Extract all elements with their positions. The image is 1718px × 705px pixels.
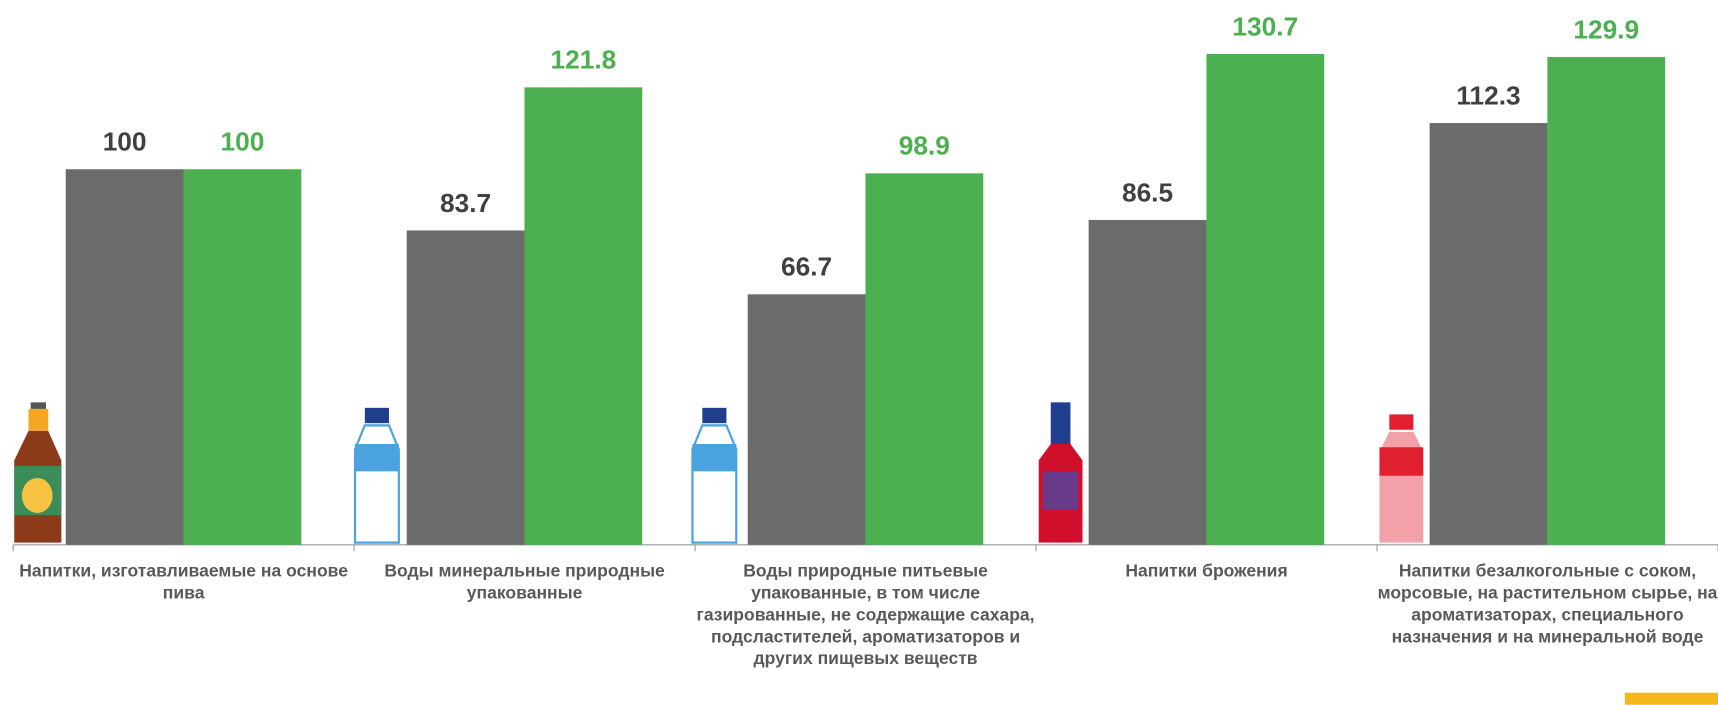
value-label: 83.7 [440,188,491,218]
bar [1429,123,1548,545]
value-label: 129.9 [1573,14,1639,44]
bar [1547,56,1666,545]
value-label: 98.9 [899,131,950,161]
category-label-box: Напитки, изготавливаемые на основе пива [19,562,348,603]
bottle-icon [1379,414,1424,543]
category-label: Воды минеральные природные упакованные [384,562,665,603]
value-label: 86.5 [1122,177,1173,207]
bottle-icon [1038,402,1083,543]
bottle-icon [691,407,738,544]
category-label-box: Воды минеральные природные упакованные [384,562,665,603]
value-label: 100 [220,127,264,157]
bottle-icon [14,402,62,543]
corner-accent [1624,692,1718,705]
bar [1088,219,1207,545]
bar [747,294,866,545]
bar [1206,53,1325,545]
category-label-box: Воды природные питьевые упакованные, в т… [696,562,1035,669]
category-label: Напитки, изготавливаемые на основе пива [19,562,348,603]
category-label: Воды природные питьевые упакованные, в т… [696,562,1035,669]
value-label: 66.7 [781,252,832,282]
value-label: 130.7 [1232,11,1298,41]
value-label: 112.3 [1456,80,1520,110]
bottle-icon [353,407,400,544]
category-label: Напитки брожения [1125,562,1288,581]
category-label-box: Напитки брожения [1125,562,1288,581]
bar [524,87,643,545]
bar [183,169,302,545]
category-label: Напитки безалкогольные с соком, морсовые… [1377,562,1718,647]
bar [406,230,525,545]
value-label: 100 [103,127,147,157]
bar [865,173,984,545]
bar [65,169,184,545]
value-label: 121.8 [550,45,616,75]
category-label-box: Напитки безалкогольные с соком, морсовые… [1377,562,1718,647]
